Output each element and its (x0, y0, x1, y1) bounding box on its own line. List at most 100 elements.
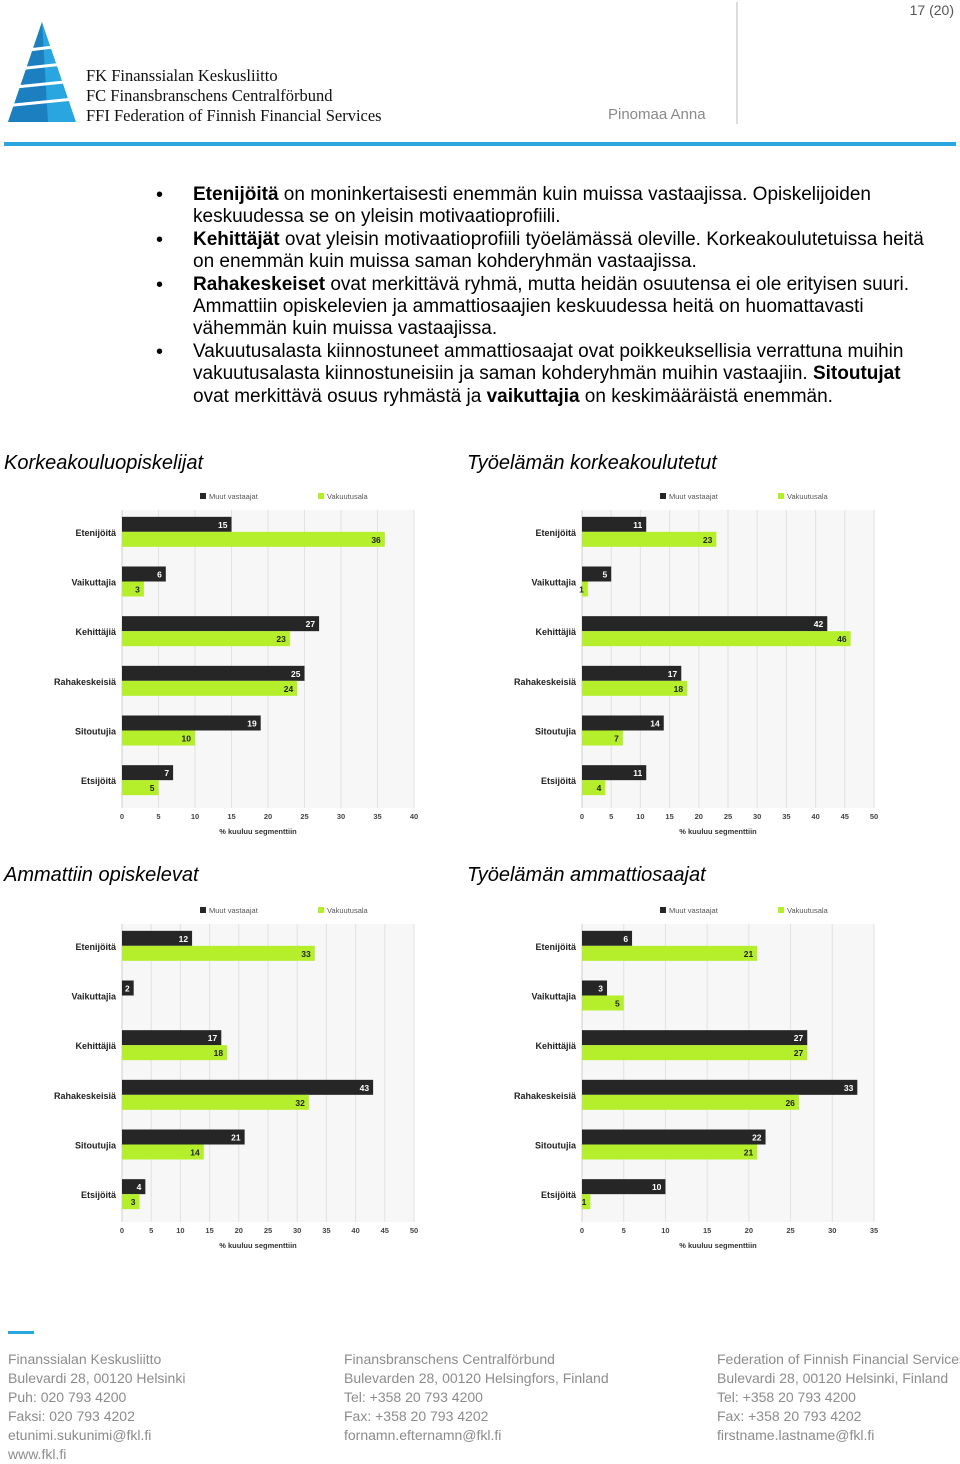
bullet-item: Vakuutusalasta kiinnostuneet ammattiosaa… (150, 341, 940, 408)
x-tick-label: 25 (264, 1226, 272, 1235)
data-label: 21 (231, 1133, 241, 1143)
data-label: 17 (668, 669, 678, 679)
category-label: Etenijöitä (75, 942, 116, 952)
bar (582, 1129, 766, 1145)
data-label: 12 (179, 934, 189, 944)
footer-line: Finansbranschens Centralförbund (344, 1351, 555, 1367)
bar (582, 1194, 591, 1210)
data-label: 3 (598, 984, 603, 994)
footer-line: Bulevardi 28, 00120 Helsinki, Finland (717, 1370, 949, 1386)
x-tick-label: 5 (609, 812, 613, 821)
footer-email[interactable]: firstname.lastname@fkl.fi (717, 1427, 875, 1443)
x-tick-label: 25 (300, 812, 308, 821)
data-label: 33 (844, 1083, 854, 1093)
bar (122, 945, 315, 961)
bar (122, 616, 320, 632)
category-label: Rahakeskeisiä (54, 677, 117, 687)
x-tick-label: 25 (786, 1226, 794, 1235)
x-tick-label: 0 (580, 812, 584, 821)
bar (582, 516, 647, 532)
bar (122, 980, 134, 996)
data-label: 18 (214, 1048, 224, 1058)
category-label: Sitoutujia (535, 1141, 577, 1151)
chart-title-tyoelaman-ammattiosaajat: Työelämän ammattiosaajat (467, 864, 706, 886)
data-label: 27 (306, 619, 316, 629)
x-tick-label: 20 (264, 812, 272, 821)
x-tick-label: 25 (724, 812, 732, 821)
data-label: 25 (291, 669, 301, 679)
data-label: 43 (360, 1083, 370, 1093)
x-tick-label: 30 (753, 812, 761, 821)
x-tick-label: 50 (410, 1226, 418, 1235)
category-label: Etsijöitä (541, 1190, 577, 1200)
footer-column-fk: Finanssialan Keskusliitto Bulevardi 28, … (8, 1350, 185, 1464)
bar (122, 715, 261, 731)
category-label: Etsijöitä (81, 776, 117, 786)
chart-title-tyoelaman-korkeakoulutetut: Työelämän korkeakoulutetut (467, 452, 717, 474)
data-label: 4 (137, 1182, 142, 1192)
bar (122, 665, 305, 681)
bar (122, 1079, 374, 1095)
bar (122, 1030, 222, 1046)
bar (582, 715, 664, 731)
category-label: Etenijöitä (535, 528, 576, 538)
legend-swatch (660, 493, 666, 499)
bar (582, 1079, 858, 1095)
bar (582, 995, 624, 1011)
bullet-list: Etenijöitä on moninkertaisesti enemmän k… (150, 184, 940, 408)
category-label: Sitoutujia (75, 727, 117, 737)
bar (582, 531, 717, 547)
chart-title-ammattiin-opiskelevat: Ammattiin opiskelevat (4, 864, 199, 886)
bar (582, 566, 612, 582)
footer-email[interactable]: etunimi.sukunimi@fkl.fi (8, 1427, 152, 1443)
x-tick-label: 35 (373, 812, 381, 821)
footer-website[interactable]: www.fkl.fi (8, 1446, 67, 1462)
category-label: Sitoutujia (535, 727, 577, 737)
legend-swatch (778, 493, 784, 499)
footer-email[interactable]: fornamn.efternamn@fkl.fi (344, 1427, 502, 1443)
x-tick-label: 35 (322, 1226, 330, 1235)
bar (582, 1045, 808, 1061)
bar (122, 1045, 228, 1061)
data-label: 14 (650, 719, 660, 729)
bar (122, 531, 385, 547)
chart-ammattiin-opiskelevat: Muut vastaajat Vakuutusala 0 5 10 15 20 25 30 35 4… (54, 906, 418, 1250)
bar (582, 930, 633, 946)
footer-line: Federation of Finnish Financial Services (717, 1351, 960, 1367)
data-label: 6 (157, 570, 162, 580)
x-tick-label: 0 (580, 1226, 584, 1235)
data-label: 15 (218, 520, 228, 530)
data-label: 11 (633, 768, 642, 778)
bullet-item: Etenijöitä on moninkertaisesti enemmän k… (150, 184, 940, 229)
legend-label: Vakuutusala (787, 492, 829, 501)
fk-logo-icon (4, 22, 84, 122)
footer-line: Fax: +358 20 793 4202 (344, 1408, 489, 1424)
footer-line: Fax: +358 20 793 4202 (717, 1408, 862, 1424)
x-tick-label: 15 (227, 812, 235, 821)
footer-line: Finanssialan Keskusliitto (8, 1351, 162, 1367)
legend-label: Muut vastaajat (209, 906, 259, 915)
category-label: Etenijöitä (75, 528, 116, 538)
x-tick-label: 45 (381, 1226, 389, 1235)
footer-line: Tel: +358 20 793 4200 (717, 1389, 856, 1405)
bar (582, 1144, 758, 1160)
x-tick-label: 5 (149, 1226, 153, 1235)
legend-swatch (318, 493, 324, 499)
category-label: Etsijöitä (541, 776, 577, 786)
category-label: Kehittäjiä (535, 1041, 577, 1051)
data-label: 42 (814, 619, 824, 629)
category-label: Vaikuttajia (71, 578, 117, 588)
data-label: 6 (623, 934, 628, 944)
x-tick-label: 15 (665, 812, 673, 821)
x-tick-label: 35 (782, 812, 790, 821)
bullet-text: ovat merkittävä ryhmä, mutta heidän osuu… (193, 273, 910, 340)
category-label: Kehittäjiä (535, 627, 577, 637)
header-divider (736, 2, 738, 124)
data-label: 27 (794, 1048, 804, 1058)
bar (582, 1179, 666, 1195)
x-tick-label: 40 (811, 812, 819, 821)
bullet-text: on moninkertaisesti enemmän kuin muissa … (193, 184, 871, 228)
bar (122, 1094, 309, 1110)
footer-line: Faksi: 020 793 4202 (8, 1408, 135, 1424)
data-label: 22 (752, 1133, 762, 1143)
